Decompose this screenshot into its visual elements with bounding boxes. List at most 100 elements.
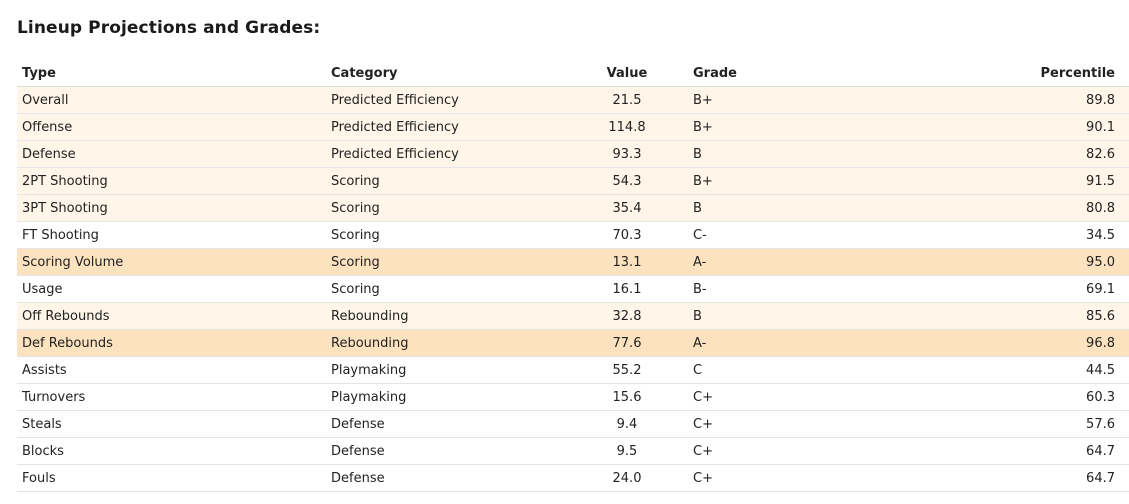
cell-type: Scoring Volume (17, 248, 326, 276)
cell-grade: A- (688, 248, 888, 276)
column-header-value: Value (566, 60, 688, 87)
cell-percentile: 34.5 (888, 221, 1129, 249)
table-row: Assists Playmaking 55.2 C 44.5 (17, 356, 1129, 384)
cell-type: Usage (17, 275, 326, 303)
table-row: Overall Predicted Efficiency 21.5 B+ 89.8 (17, 86, 1129, 114)
cell-category: Predicted Efficiency (326, 86, 566, 114)
table-row: Defense Predicted Efficiency 93.3 B 82.6 (17, 140, 1129, 168)
cell-category: Playmaking (326, 383, 566, 411)
cell-value: 114.8 (566, 113, 688, 141)
cell-value: 9.5 (566, 437, 688, 465)
cell-type: Turnovers (17, 383, 326, 411)
cell-percentile: 60.3 (888, 383, 1129, 411)
cell-percentile: 64.7 (888, 437, 1129, 465)
cell-value: 9.4 (566, 410, 688, 438)
cell-grade: A- (688, 329, 888, 357)
cell-percentile: 90.1 (888, 113, 1129, 141)
header-row: Type Category Value Grade Percentile (17, 60, 1129, 87)
table-row: Blocks Defense 9.5 C+ 64.7 (17, 437, 1129, 465)
cell-grade: B+ (688, 113, 888, 141)
cell-value: 15.6 (566, 383, 688, 411)
cell-category: Scoring (326, 248, 566, 276)
cell-value: 35.4 (566, 194, 688, 222)
table-row: Usage Scoring 16.1 B- 69.1 (17, 275, 1129, 303)
cell-grade: C (688, 356, 888, 384)
column-header-type: Type (17, 60, 326, 87)
cell-value: 93.3 (566, 140, 688, 168)
cell-percentile: 64.7 (888, 464, 1129, 492)
cell-category: Playmaking (326, 356, 566, 384)
cell-category: Scoring (326, 194, 566, 222)
cell-grade: B (688, 140, 888, 168)
table-row: Turnovers Playmaking 15.6 C+ 60.3 (17, 383, 1129, 411)
cell-category: Scoring (326, 275, 566, 303)
cell-type: 3PT Shooting (17, 194, 326, 222)
table-row: 2PT Shooting Scoring 54.3 B+ 91.5 (17, 167, 1129, 195)
table-row: Offense Predicted Efficiency 114.8 B+ 90.1 (17, 113, 1129, 141)
cell-category: Rebounding (326, 329, 566, 357)
cell-type: Overall (17, 86, 326, 114)
cell-grade: B+ (688, 86, 888, 114)
cell-value: 32.8 (566, 302, 688, 330)
cell-category: Defense (326, 410, 566, 438)
column-header-percentile: Percentile (888, 60, 1129, 87)
cell-type: Def Rebounds (17, 329, 326, 357)
cell-value: 54.3 (566, 167, 688, 195)
cell-percentile: 57.6 (888, 410, 1129, 438)
cell-value: 16.1 (566, 275, 688, 303)
cell-type: 2PT Shooting (17, 167, 326, 195)
cell-category: Predicted Efficiency (326, 113, 566, 141)
cell-percentile: 85.6 (888, 302, 1129, 330)
table-header: Type Category Value Grade Percentile (17, 60, 1129, 87)
column-header-category: Category (326, 60, 566, 87)
cell-category: Scoring (326, 167, 566, 195)
cell-category: Defense (326, 464, 566, 492)
table-row: Def Rebounds Rebounding 77.6 A- 96.8 (17, 329, 1129, 357)
cell-percentile: 82.6 (888, 140, 1129, 168)
cell-value: 13.1 (566, 248, 688, 276)
cell-type: Defense (17, 140, 326, 168)
cell-value: 70.3 (566, 221, 688, 249)
grades-table: Type Category Value Grade Percentile Ove… (17, 60, 1129, 492)
cell-grade: B (688, 194, 888, 222)
cell-percentile: 80.8 (888, 194, 1129, 222)
cell-category: Rebounding (326, 302, 566, 330)
cell-grade: C- (688, 221, 888, 249)
cell-category: Predicted Efficiency (326, 140, 566, 168)
cell-type: Steals (17, 410, 326, 438)
cell-type: Off Rebounds (17, 302, 326, 330)
table-row: Steals Defense 9.4 C+ 57.6 (17, 410, 1129, 438)
page-title: Lineup Projections and Grades: (17, 18, 321, 38)
table-row: Off Rebounds Rebounding 32.8 B 85.6 (17, 302, 1129, 330)
cell-value: 21.5 (566, 86, 688, 114)
cell-percentile: 69.1 (888, 275, 1129, 303)
cell-percentile: 89.8 (888, 86, 1129, 114)
cell-value: 77.6 (566, 329, 688, 357)
cell-grade: B+ (688, 167, 888, 195)
cell-type: Blocks (17, 437, 326, 465)
cell-percentile: 44.5 (888, 356, 1129, 384)
table-row: 3PT Shooting Scoring 35.4 B 80.8 (17, 194, 1129, 222)
cell-value: 24.0 (566, 464, 688, 492)
cell-category: Defense (326, 437, 566, 465)
cell-grade: C+ (688, 383, 888, 411)
column-header-grade: Grade (688, 60, 888, 87)
cell-grade: C+ (688, 464, 888, 492)
table-body: Overall Predicted Efficiency 21.5 B+ 89.8 Off… (17, 86, 1129, 492)
cell-type: Fouls (17, 464, 326, 492)
table-row: Scoring Volume Scoring 13.1 A- 95.0 (17, 248, 1129, 276)
cell-grade: C+ (688, 437, 888, 465)
cell-type: Assists (17, 356, 326, 384)
cell-percentile: 91.5 (888, 167, 1129, 195)
cell-grade: C+ (688, 410, 888, 438)
cell-category: Scoring (326, 221, 566, 249)
cell-type: Offense (17, 113, 326, 141)
cell-percentile: 96.8 (888, 329, 1129, 357)
cell-value: 55.2 (566, 356, 688, 384)
cell-grade: B- (688, 275, 888, 303)
cell-percentile: 95.0 (888, 248, 1129, 276)
cell-type: FT Shooting (17, 221, 326, 249)
cell-grade: B (688, 302, 888, 330)
table-row: Fouls Defense 24.0 C+ 64.7 (17, 464, 1129, 492)
table-row: FT Shooting Scoring 70.3 C- 34.5 (17, 221, 1129, 249)
